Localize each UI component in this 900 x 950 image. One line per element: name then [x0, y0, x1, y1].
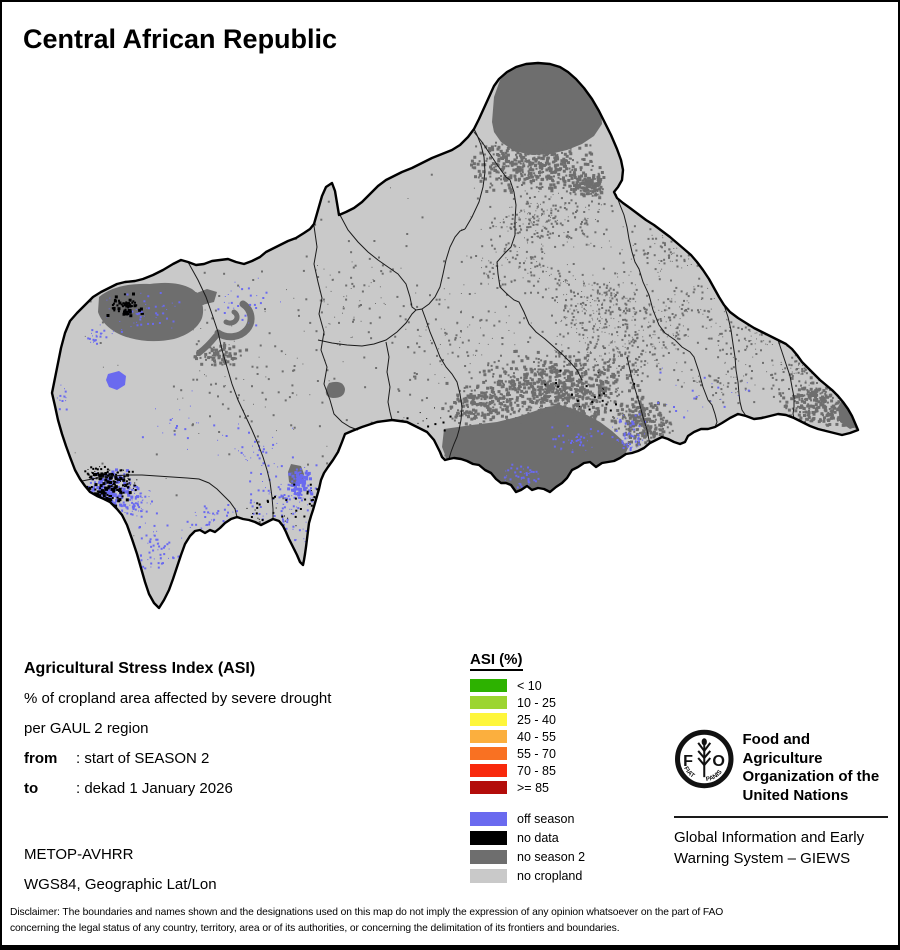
legend-asi-swatch: [470, 713, 507, 726]
asi-info-block: Agricultural Stress Index (ASI) % of cro…: [24, 654, 331, 804]
legend-other-row: no season 2: [470, 847, 585, 866]
admin-boundary-line: [339, 214, 466, 311]
legend-asi-swatch: [470, 679, 507, 692]
legend-asi-label: < 10: [517, 678, 542, 693]
fao-separator-line: [674, 816, 888, 818]
fao-name: Food and Agriculture Organization of the…: [742, 731, 880, 804]
legend-asi-label: 70 - 85: [517, 763, 556, 778]
admin-boundary-line: [615, 193, 718, 428]
no-season2-patch: [492, 63, 602, 155]
country-outline: [50, 61, 860, 610]
legend-other-label: no data: [517, 830, 559, 845]
admin-boundary-line: [385, 341, 393, 421]
legend-asi-row: < 10: [470, 677, 585, 694]
legend-other-row: off season: [470, 809, 585, 828]
admin-boundary-line: [317, 309, 417, 347]
no-season2-patch: [325, 381, 345, 398]
from-label: from: [24, 750, 58, 767]
admin-boundary-line: [777, 339, 795, 419]
legend-other-row: no data: [470, 828, 585, 847]
asi-heading: Agricultural Stress Index (ASI): [24, 660, 256, 677]
sensor-name: METOP-AVHRR: [24, 846, 134, 863]
fao-logo-icon: F O FIAT PANIS: [675, 729, 734, 789]
fao-logo-letter-f: F: [683, 752, 693, 770]
legend-asi-row: 25 - 40: [470, 711, 585, 728]
legend-gap: [470, 796, 585, 809]
legend-asi-swatch: [470, 730, 507, 743]
legend-asi-row: 55 - 70: [470, 745, 585, 762]
asi-from-line: from : start of SEASON 2: [24, 744, 331, 774]
admin-boundary-line: [421, 308, 463, 460]
to-label: to: [24, 780, 39, 797]
legend-asi-row: 10 - 25: [470, 694, 585, 711]
disclaimer-text: Disclaimer: The boundaries and names sho…: [10, 907, 724, 934]
admin-boundary-line: [464, 128, 486, 230]
legend-other-classes: off season no data no season 2 no cropland: [470, 809, 585, 885]
asi-subtitle: % of cropland area affected by severe dr…: [24, 690, 332, 707]
legend-asi-label: 40 - 55: [517, 729, 556, 744]
legend-other-swatch: [470, 868, 507, 883]
admin-boundary-line: [473, 131, 583, 381]
country-fill: [52, 63, 858, 608]
admin-boundary-line: [81, 474, 238, 518]
to-value: : dekad 1 January 2026: [76, 780, 233, 797]
asi-region-line: per GAUL 2 region: [24, 720, 149, 737]
fao-logo-letter-o: O: [712, 752, 725, 770]
giews-name: Global Information and Early Warning Sys…: [674, 829, 865, 867]
legend-asi-label: 10 - 25: [517, 695, 556, 710]
legend-asi-swatch: [470, 781, 507, 794]
sensor-block: METOP-AVHRR WGS84, Geographic Lat/Lon: [24, 840, 217, 900]
from-value: : start of SEASON 2: [76, 750, 210, 767]
legend-asi-swatch: [470, 747, 507, 760]
fao-logo-wheat: [697, 742, 712, 778]
legend-asi-row: >= 85: [470, 779, 585, 796]
legend-other-label: no season 2: [517, 849, 586, 864]
legend-other-label: no cropland: [517, 868, 583, 883]
legend-asi-swatch: [470, 696, 507, 709]
legend-asi-label: >= 85: [517, 780, 549, 795]
legend-other-label: off season: [517, 811, 575, 826]
projection-name: WGS84, Geographic Lat/Lon: [24, 876, 217, 893]
asi-to-line: to : dekad 1 January 2026: [24, 774, 331, 804]
fao-logo-row: F O FIAT PANIS Food and Agriculture: [674, 728, 890, 805]
legend-asi-label: 25 - 40: [517, 712, 556, 727]
admin-boundary-line: [313, 225, 359, 431]
admin-boundary-line: [187, 261, 274, 519]
legend-other-swatch: [470, 811, 507, 826]
legend-asi-row: 70 - 85: [470, 762, 585, 779]
off-season-patch: [106, 371, 126, 390]
legend-title: ASI (%): [470, 651, 523, 671]
map-legend: ASI (%) < 10 10 - 25 25 - 40 40 - 55 55 - 70…: [470, 651, 585, 885]
legend-asi-classes: < 10 10 - 25 25 - 40 40 - 55 55 - 70 70 - 85 >…: [470, 677, 585, 796]
fao-block: F O FIAT PANIS Food and Agriculture: [674, 728, 890, 869]
admin-boundary-line: [626, 356, 651, 444]
legend-asi-label: 55 - 70: [517, 746, 556, 761]
legend-other-swatch: [470, 830, 507, 845]
legend-other-swatch: [470, 849, 507, 864]
legend-asi-row: 40 - 55: [470, 728, 585, 745]
admin-boundary-line: [723, 304, 747, 417]
page-title: Central African Republic: [23, 24, 338, 54]
legend-asi-swatch: [470, 764, 507, 777]
legend-other-row: no cropland: [470, 866, 585, 885]
